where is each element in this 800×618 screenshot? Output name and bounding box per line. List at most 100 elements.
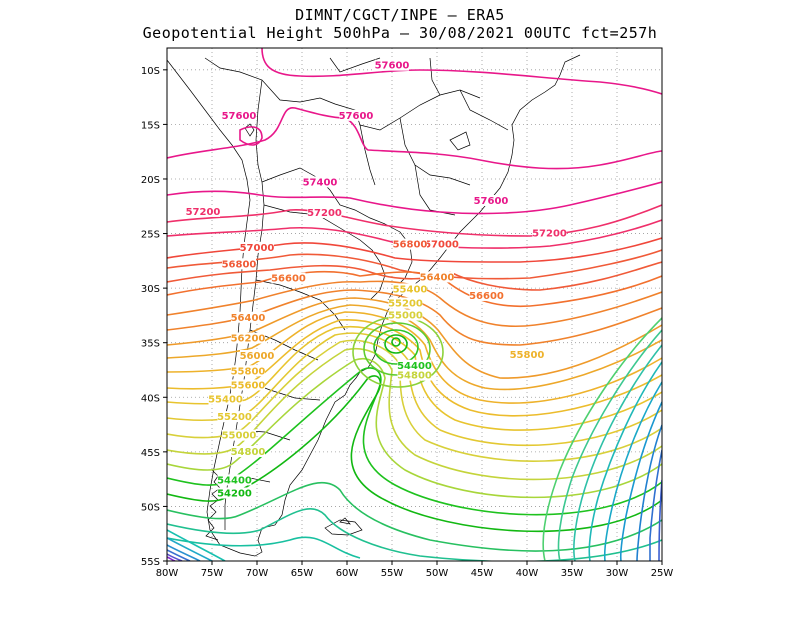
contour-label: 55600 [231,380,266,391]
contour-low-b [363,322,431,376]
contour-sw-3 [167,544,201,561]
x-tick-label: 30W [606,568,629,579]
x-tick-label: 40W [516,568,539,579]
contour-east-4 [588,361,662,561]
contour-56800 [167,261,662,291]
contour-label-bg [240,349,274,361]
contour-57300 [167,204,662,237]
contour-label: 57200 [307,208,342,219]
contour-label: 57600 [375,61,410,72]
x-tick-label: 45W [471,568,494,579]
border-brazil-states-7 [449,131,471,151]
contour-label-bg [222,258,256,270]
contour-label: 57600 [474,196,509,207]
contour-label-bg [420,271,454,283]
lake-titicaca [244,123,255,137]
contour-55400 [167,326,662,431]
contour-label: 57200 [532,229,567,240]
contour-label-bg [303,176,337,188]
y-tick-label: 25S [141,230,160,241]
contour-low-c [373,329,419,365]
contour-sw-5 [167,553,183,561]
contour-label: 55800 [510,350,545,361]
contour-label-bg [217,411,252,423]
coastline-south-america [167,54,581,557]
contour-label-bg [222,429,256,441]
x-tick-label: 25W [651,568,674,579]
chart-title-line-2: Geopotential Height 500hPa – 30/08/2021 … [142,24,658,42]
contour-label: 57600 [222,111,257,122]
y-tick-label: 15S [141,120,160,131]
contour-label-bg [231,332,265,344]
contour-east-9 [658,479,662,561]
contour-east-8 [649,449,662,561]
contour-label: 57000 [424,240,459,251]
x-tick-label: 55W [381,568,404,579]
x-tick-label: 35W [561,568,584,579]
contour-label-bg [388,309,423,321]
contour-label-bg [231,379,265,391]
x-tick-label: 75W [201,568,224,579]
border-brazil-states-1 [359,89,481,131]
contour-label: 54400 [217,475,252,486]
contour-57600-b [239,126,263,146]
contour-label-bg [307,206,342,218]
contour-label-bg [388,297,423,309]
contour-label: 56400 [420,272,455,283]
y-tick-label: 40S [141,393,160,404]
y-tick-label: 30S [141,284,160,295]
contour-label: 57200 [186,207,221,218]
border-brazil-states-6 [329,57,381,73]
contour-east-7 [636,424,662,561]
contour-54000 [167,481,662,552]
x-tick-label: 50W [426,568,449,579]
contour-label-bg [186,205,220,217]
contour-label: 55200 [388,299,423,310]
contour-label-bg [393,238,427,250]
contour-label: 57600 [339,111,374,122]
contour-label: 56800 [222,259,257,270]
contour-label: 55400 [208,395,243,406]
y-tick-label: 35S [141,339,160,350]
contour-east-1 [542,317,662,561]
y-tick-label: 50S [141,502,160,513]
contour-57700 [261,48,662,95]
contour-label: 56200 [231,334,266,345]
contour-label-bg [393,283,427,295]
contour-labels: 57600 57600 57600 57600 57400 57200 57200 57200… [186,59,567,500]
contour-label: 56600 [271,273,306,284]
contour-label: 56600 [469,291,504,302]
contour-label: 55200 [217,412,252,423]
gridlines: 80W 75W 70W 65W 60W 55W 50W 45W 40W 35W 30W 25W 10S 1… [141,48,673,579]
x-tick-label: 65W [291,568,314,579]
contour-east-3 [573,344,662,561]
x-tick-label: 70W [246,568,269,579]
contour-label-bg [375,59,409,71]
contour-east-5 [603,381,662,561]
contour-label: 55400 [393,284,428,295]
contour-56600 [167,270,662,308]
border-peru-brazil [204,57,376,186]
contour-label-bg [231,311,265,323]
chile-fjords [205,469,221,541]
contour-label: 55800 [231,366,266,377]
contour-53600 [167,536,361,559]
contour-label: 57400 [303,177,338,188]
contour-label-bg [231,365,265,377]
contour-label-bg [469,289,504,301]
contour-east-2 [557,329,662,561]
contour-54600 [167,358,662,499]
contour-label: 54800 [231,447,266,458]
island-tierra-del-fuego [324,519,363,536]
contour-label: 56000 [240,351,275,362]
border-brazil-states-5 [414,164,456,216]
contour-label-bg [240,241,274,253]
contour-label: 57000 [240,243,275,254]
y-tick-label: 45S [141,448,160,459]
contour-label-bg [231,446,265,458]
contour-label-bg [424,238,459,250]
contour-57500 [167,181,662,215]
border-argentina-north [263,204,386,301]
contour-label: 56800 [393,240,428,251]
